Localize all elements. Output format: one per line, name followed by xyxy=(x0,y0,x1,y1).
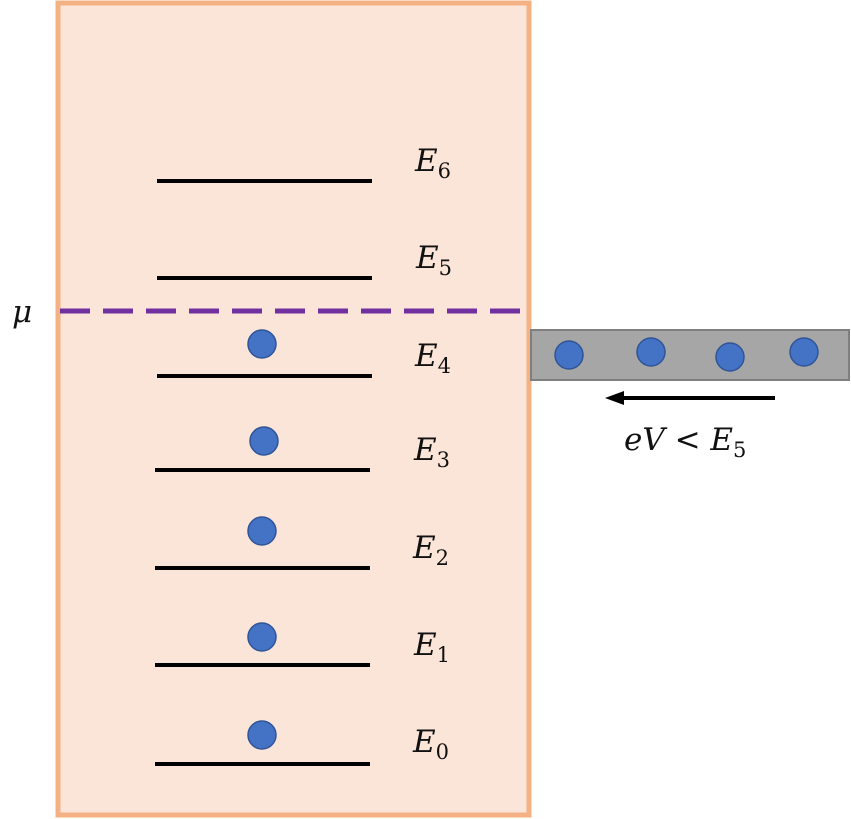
energy-level-label-main: E xyxy=(412,530,436,566)
energy-level-label-main: E xyxy=(412,724,436,760)
energy-level-label-3: E3 xyxy=(413,432,450,472)
energy-level-label-1: E1 xyxy=(413,627,450,667)
energy-level-label-subscript: 3 xyxy=(437,448,450,472)
energy-level-label-2: E2 xyxy=(412,530,449,570)
electron-level-1 xyxy=(247,622,277,652)
chemical-potential-label: μ xyxy=(12,294,32,330)
electron-level-0 xyxy=(247,720,277,750)
electron-level-4 xyxy=(247,329,277,359)
bias-condition-subscript: 5 xyxy=(733,438,746,462)
bias-arrow-head xyxy=(605,391,624,405)
energy-level-label-main: E xyxy=(414,143,438,179)
quantum-dot-box xyxy=(55,0,532,818)
lead-electrons xyxy=(554,337,819,372)
energy-level-label-main: E xyxy=(415,240,439,276)
electron-level-2 xyxy=(247,516,277,546)
energy-level-label-subscript: 6 xyxy=(438,159,451,183)
energy-level-label-subscript: 0 xyxy=(436,740,449,764)
energy-level-label-0: E0 xyxy=(412,724,449,764)
energy-level-label-subscript: 1 xyxy=(437,643,450,667)
energy-level-label-subscript: 4 xyxy=(438,354,451,378)
bias-condition-label: eV < E5 xyxy=(624,422,746,462)
lead-electron xyxy=(789,337,819,367)
bias-condition-main: eV < E xyxy=(624,422,733,458)
energy-level-label-6: E6 xyxy=(414,143,451,183)
energy-level-label-4: E4 xyxy=(414,338,451,378)
energy-level-label-subscript: 5 xyxy=(439,256,452,280)
lead-electron xyxy=(636,337,666,367)
energy-level-label-main: E xyxy=(413,432,437,468)
lead-electron xyxy=(715,342,745,372)
electron-level-3 xyxy=(249,426,279,456)
energy-level-label-5: E5 xyxy=(415,240,452,280)
energy-level-label-main: E xyxy=(414,338,438,374)
energy-level-label-subscript: 2 xyxy=(436,546,449,570)
energy-level-label-main: E xyxy=(413,627,437,663)
lead-electron xyxy=(554,340,584,370)
